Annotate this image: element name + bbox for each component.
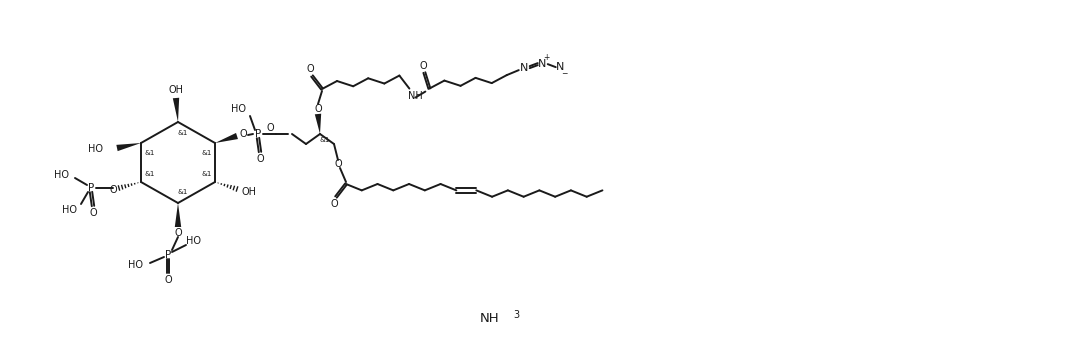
Text: O: O xyxy=(89,208,97,218)
Text: HO: HO xyxy=(54,170,69,180)
Text: &1: &1 xyxy=(145,171,155,177)
Text: O: O xyxy=(314,104,322,114)
Text: HO: HO xyxy=(128,260,143,270)
Text: O: O xyxy=(266,123,274,133)
Text: NH: NH xyxy=(480,311,499,324)
Text: P: P xyxy=(88,183,94,193)
Text: O: O xyxy=(257,154,264,164)
Text: 3: 3 xyxy=(513,310,519,320)
Text: O: O xyxy=(240,129,247,139)
Polygon shape xyxy=(175,203,181,227)
Text: N: N xyxy=(538,59,546,69)
Text: OH: OH xyxy=(168,85,183,95)
Text: HO: HO xyxy=(231,104,246,114)
Text: &1: &1 xyxy=(320,137,330,143)
Text: O: O xyxy=(334,159,342,169)
Text: &1: &1 xyxy=(201,150,212,156)
Text: HO: HO xyxy=(88,144,103,154)
Text: &1: &1 xyxy=(178,130,189,136)
Text: &1: &1 xyxy=(178,189,189,195)
Text: O: O xyxy=(110,185,117,195)
Text: HO: HO xyxy=(185,236,200,246)
Text: O: O xyxy=(164,275,171,285)
Text: P: P xyxy=(255,129,261,139)
Text: O: O xyxy=(175,228,182,238)
Text: N: N xyxy=(556,62,564,72)
Text: −: − xyxy=(561,69,568,78)
Text: N: N xyxy=(520,63,528,73)
Polygon shape xyxy=(215,133,237,143)
Text: OH: OH xyxy=(242,187,257,197)
Text: +: + xyxy=(543,53,550,62)
Text: HO: HO xyxy=(62,205,77,215)
Text: &1: &1 xyxy=(145,150,155,156)
Text: &1: &1 xyxy=(201,171,212,177)
Text: O: O xyxy=(307,64,314,74)
Polygon shape xyxy=(116,143,141,151)
Polygon shape xyxy=(173,98,179,122)
Polygon shape xyxy=(315,114,322,134)
Text: NH: NH xyxy=(408,91,423,100)
Text: P: P xyxy=(165,250,171,260)
Text: O: O xyxy=(420,60,427,71)
Text: O: O xyxy=(330,199,338,209)
